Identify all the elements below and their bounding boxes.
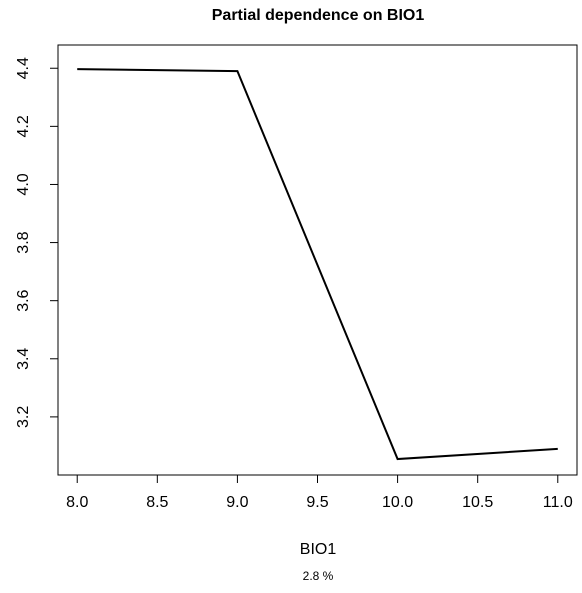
x-tick-label: 11.0 — [543, 494, 573, 511]
chart-title: Partial dependence on BIO1 — [212, 7, 425, 24]
y-tick-label: 3.4 — [15, 348, 32, 370]
x-tick-label: 9.5 — [306, 494, 328, 511]
x-tick-label: 9.0 — [226, 494, 248, 511]
x-axis-label: BIO1 — [300, 541, 337, 558]
x-tick-label: 10.5 — [462, 494, 493, 511]
y-tick-label: 4.2 — [15, 115, 32, 137]
y-tick-label: 3.6 — [15, 289, 32, 311]
y-tick-label: 3.2 — [15, 406, 32, 428]
subtitle: 2.8 % — [303, 569, 334, 583]
y-tick-label: 4.4 — [15, 57, 32, 79]
x-tick-label: 10.0 — [382, 494, 413, 511]
y-tick-label: 3.8 — [15, 231, 32, 253]
line — [77, 68, 558, 461]
x-tick-label: 8.0 — [66, 494, 88, 511]
y-tick-label: 4.0 — [15, 173, 32, 195]
plot-box — [57, 44, 578, 476]
x-tick-label: 8.5 — [146, 494, 168, 511]
